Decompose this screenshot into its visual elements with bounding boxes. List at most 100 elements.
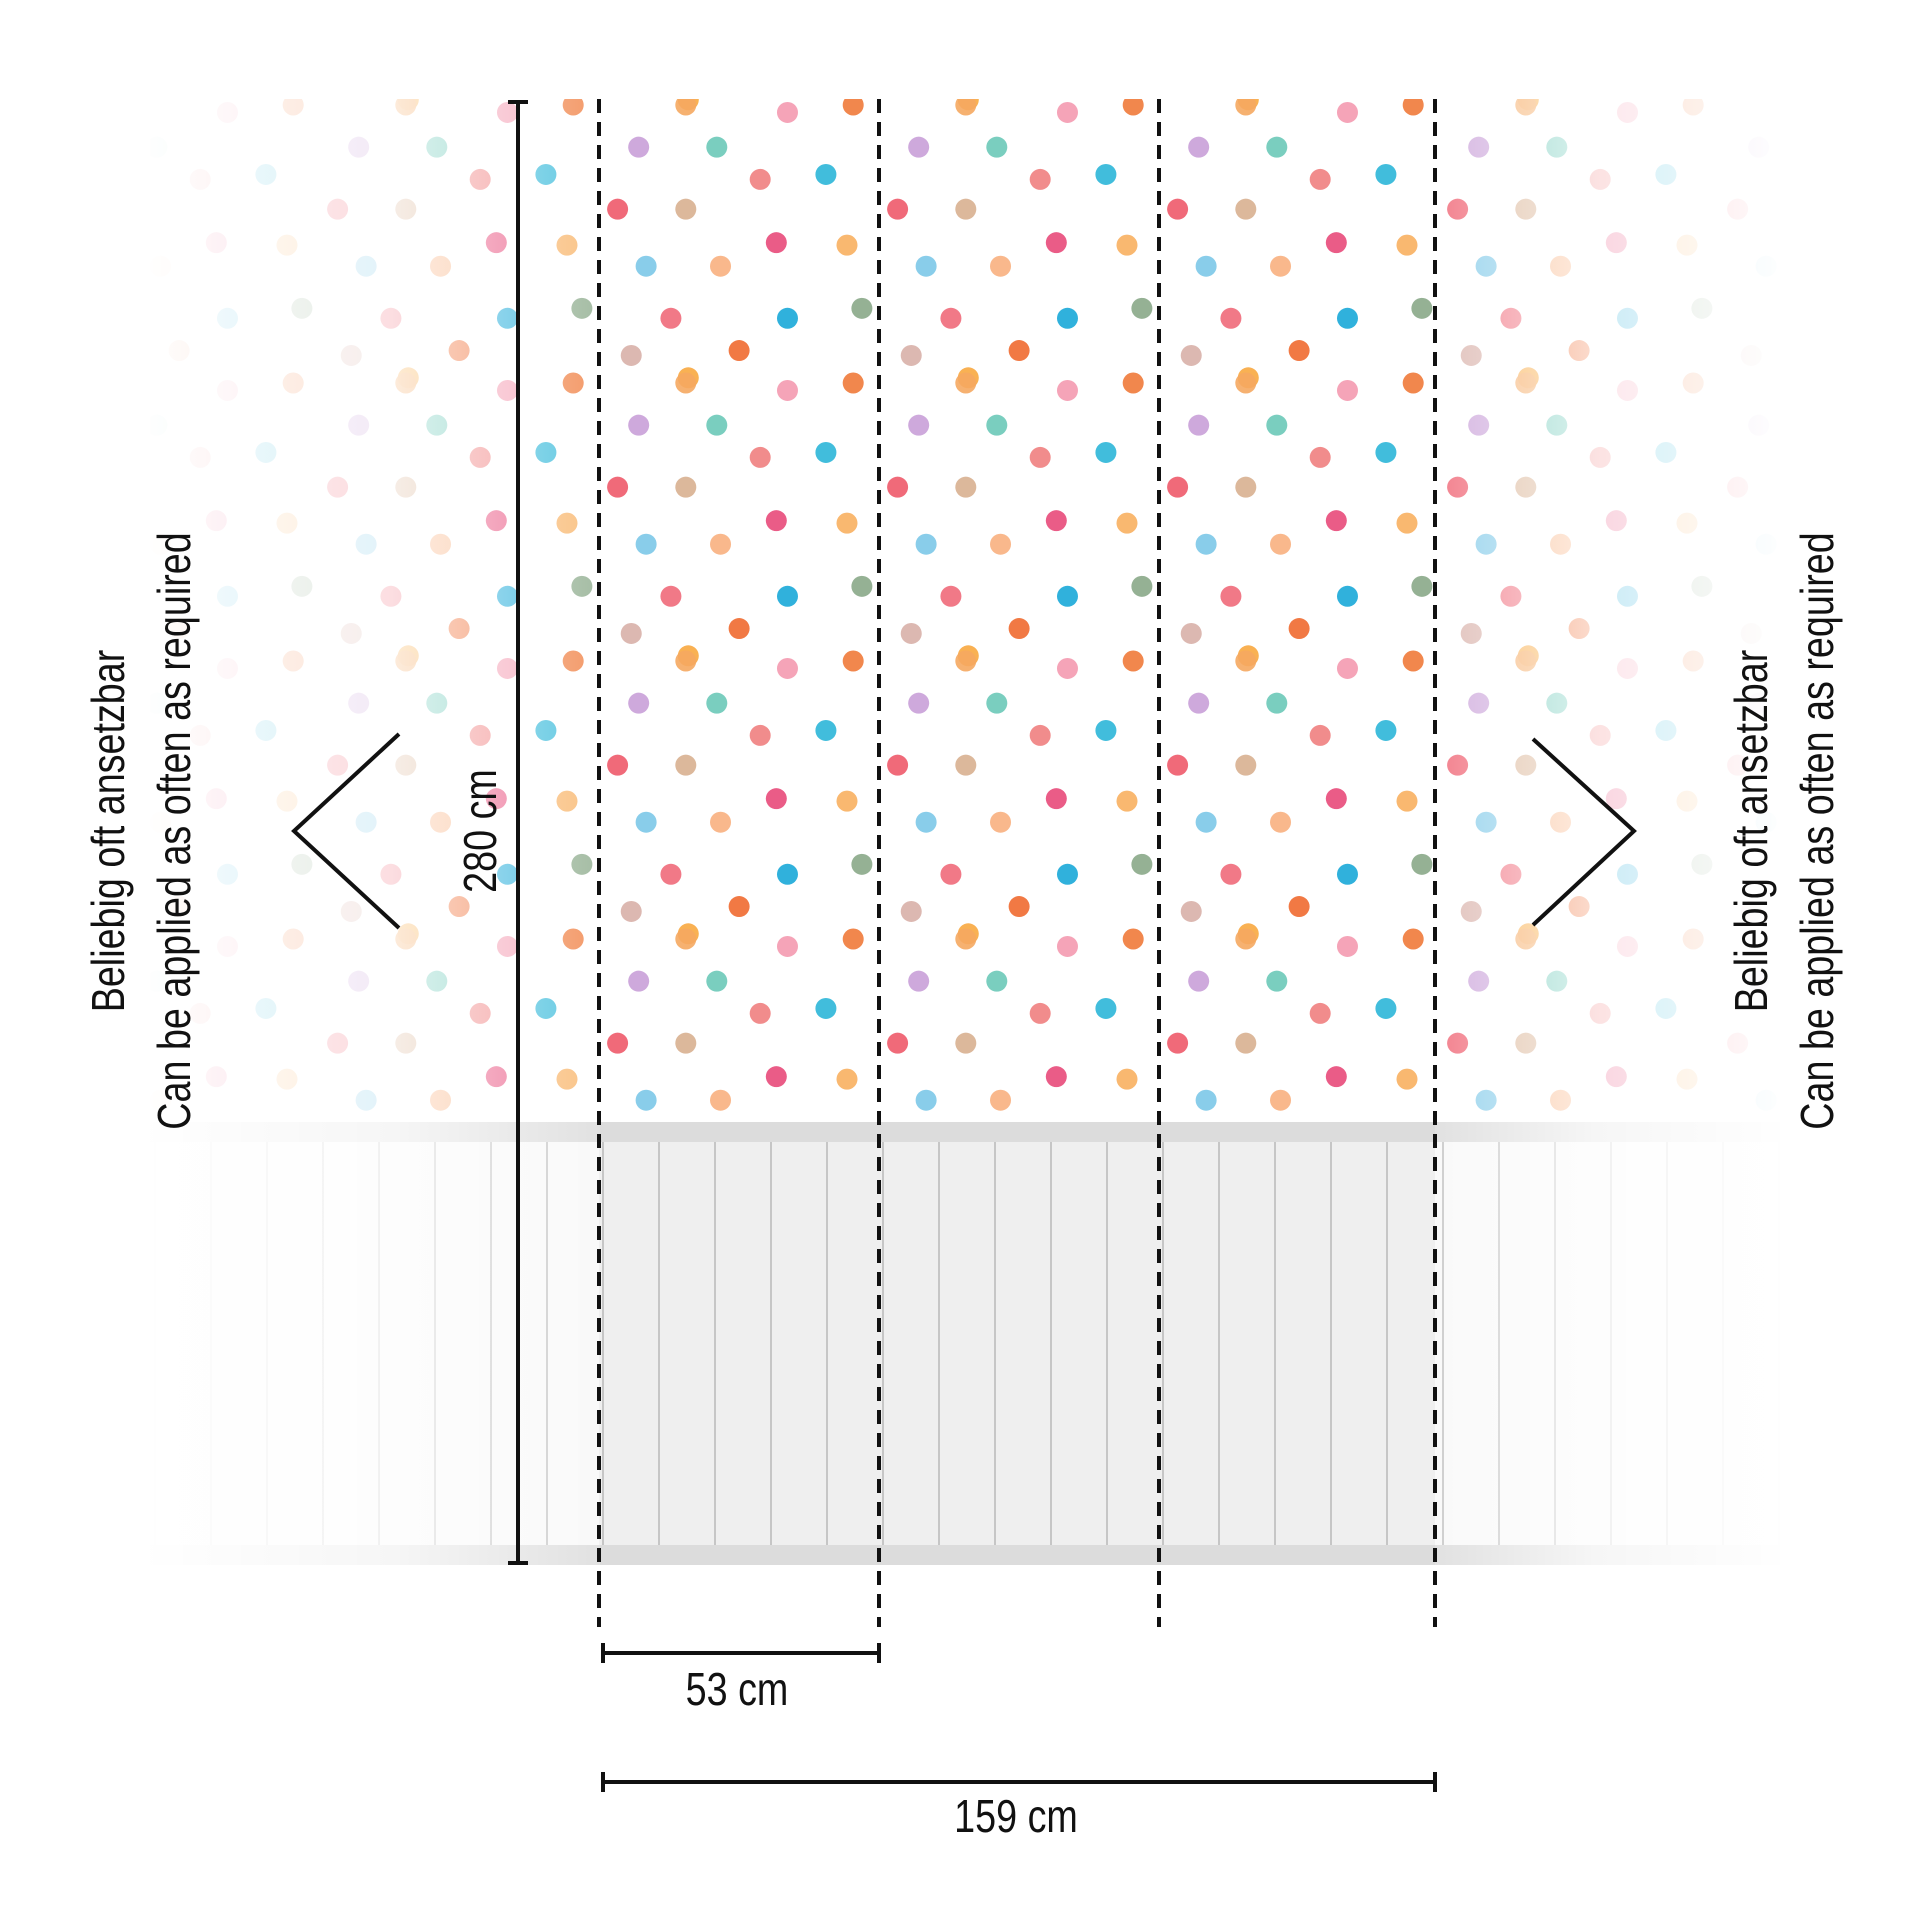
dot: [1235, 198, 1257, 220]
dot: [1461, 67, 1482, 88]
dot: [1336, 863, 1358, 885]
dot: [115, 1033, 136, 1054]
dot: [836, 512, 858, 534]
dot: [118, 367, 139, 388]
dot: [1288, 618, 1310, 640]
dot: [887, 476, 909, 498]
dot: [1375, 441, 1397, 463]
dot: [1220, 863, 1242, 885]
dot: [607, 198, 629, 220]
dot: [1886, 1066, 1907, 1087]
dot: [1009, 62, 1030, 83]
dot: [900, 900, 922, 922]
dot: [908, 136, 930, 158]
dot: [940, 863, 962, 885]
dot: [887, 198, 909, 220]
dot: [1411, 20, 1432, 41]
note-en: Can be applied as often as required: [149, 532, 200, 1129]
dimensions: [291, 100, 1637, 1792]
dot: [1830, 256, 1851, 277]
dot: [900, 622, 922, 644]
dot: [836, 790, 858, 812]
dot: [628, 136, 650, 158]
dot: [842, 650, 864, 672]
dot: [497, 30, 518, 51]
dot: [675, 928, 697, 950]
dot: [1056, 307, 1078, 329]
dot: [118, 89, 139, 110]
dot: [1167, 198, 1189, 220]
dot: [1195, 533, 1217, 555]
dot: [776, 935, 798, 957]
dot: [1897, 30, 1918, 51]
dot: [100, 30, 121, 51]
dot: [1235, 650, 1257, 672]
dot: [1266, 414, 1288, 436]
dot: [1180, 622, 1202, 644]
dot: [749, 446, 771, 468]
dot: [675, 198, 697, 220]
dot: [955, 198, 977, 220]
dot: [815, 163, 837, 185]
dot: [1029, 446, 1051, 468]
dot: [1167, 476, 1189, 498]
dot: [675, 99, 697, 116]
dot: [710, 533, 732, 555]
dot: [1309, 168, 1331, 190]
dot: [955, 372, 977, 394]
dot: [1131, 575, 1153, 597]
dot: [908, 970, 930, 992]
dot: [660, 30, 681, 51]
dot: [621, 67, 642, 88]
dot: [765, 510, 787, 532]
dot: [47, 755, 68, 776]
dot: [1122, 99, 1144, 116]
dot: [1056, 863, 1078, 885]
dot: [986, 970, 1008, 992]
dot: [729, 62, 750, 83]
dot: [706, 136, 728, 158]
dot: [1270, 811, 1292, 833]
dot: [1849, 340, 1870, 361]
dot: [842, 99, 864, 116]
dot: [940, 30, 961, 51]
dot: [1180, 344, 1202, 366]
dot: [900, 344, 922, 366]
dot: [1396, 512, 1418, 534]
dot: [915, 811, 937, 833]
dot: [908, 414, 930, 436]
dot: [1396, 790, 1418, 812]
dot: [815, 997, 837, 1019]
dot: [815, 441, 837, 463]
dot: [749, 168, 771, 190]
wainscot-panel: [599, 1122, 1435, 1565]
dot: [901, 67, 922, 88]
dot: [169, 62, 190, 83]
dot: [986, 136, 1008, 158]
dot: [1375, 719, 1397, 741]
dot: [1897, 102, 1918, 123]
dot: [1220, 585, 1242, 607]
dot: [1266, 692, 1288, 714]
dot: [955, 1032, 977, 1054]
dot: [1396, 1068, 1418, 1090]
dot: [1336, 657, 1358, 679]
dot: [1411, 853, 1433, 875]
dot: [1569, 62, 1590, 83]
dot: [1235, 476, 1257, 498]
dot: [1870, 1003, 1891, 1024]
dot: [776, 379, 798, 401]
dot: [1849, 896, 1870, 917]
dot: [1289, 62, 1310, 83]
dot: [955, 650, 977, 672]
dot: [1795, 477, 1816, 498]
dot: [1325, 232, 1347, 254]
dot: [955, 928, 977, 950]
dot: [1798, 89, 1819, 110]
dot: [710, 1089, 732, 1111]
dot: [1826, 415, 1847, 436]
dot: [915, 255, 937, 277]
panel-width-label: 53 cm: [686, 1664, 789, 1715]
dot: [1188, 414, 1210, 436]
dot: [1886, 510, 1907, 531]
